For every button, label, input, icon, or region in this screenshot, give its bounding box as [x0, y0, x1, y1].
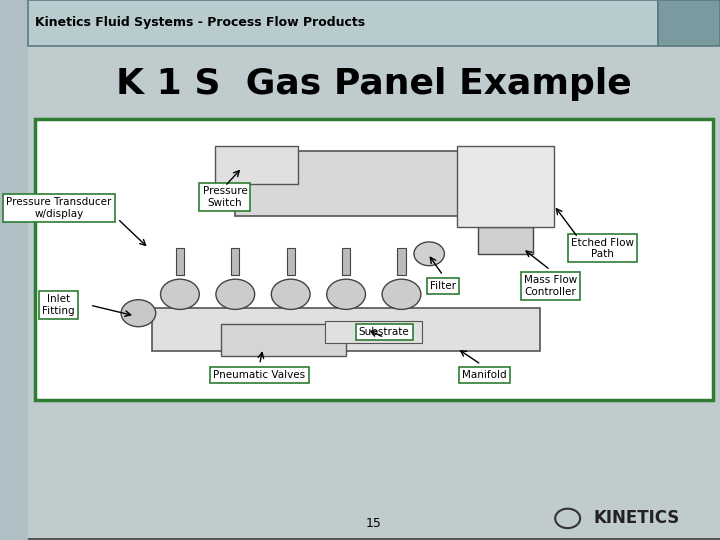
Bar — [176, 248, 184, 275]
Bar — [222, 324, 346, 356]
Text: Filter: Filter — [430, 281, 456, 291]
Bar — [457, 146, 554, 227]
Bar — [657, 0, 720, 46]
Text: Pneumatic Valves: Pneumatic Valves — [213, 370, 305, 380]
Text: Pressure
Switch: Pressure Switch — [202, 186, 247, 208]
Bar — [27, 0, 657, 46]
Bar — [397, 248, 405, 275]
Circle shape — [327, 279, 366, 309]
Text: Etched Flow
Path: Etched Flow Path — [571, 238, 634, 259]
Circle shape — [382, 279, 421, 309]
Bar — [477, 227, 533, 254]
Text: Pressure Transducer
w/display: Pressure Transducer w/display — [6, 197, 112, 219]
Bar — [35, 119, 713, 400]
Text: Manifold: Manifold — [462, 370, 507, 380]
Text: K 1 S  Gas Panel Example: K 1 S Gas Panel Example — [116, 67, 631, 100]
Bar — [235, 151, 477, 216]
Text: 15: 15 — [366, 517, 382, 530]
Bar — [152, 308, 540, 351]
Bar — [342, 248, 350, 275]
Bar — [215, 146, 297, 184]
Circle shape — [121, 300, 156, 327]
Text: Kinetics Fluid Systems - Process Flow Products: Kinetics Fluid Systems - Process Flow Pr… — [35, 16, 364, 29]
Circle shape — [271, 279, 310, 309]
Circle shape — [216, 279, 255, 309]
Text: KINETICS: KINETICS — [594, 509, 680, 528]
Circle shape — [414, 242, 444, 266]
Text: Inlet
Fitting: Inlet Fitting — [42, 294, 75, 316]
Circle shape — [161, 279, 199, 309]
Bar — [231, 248, 240, 275]
Text: Substrate: Substrate — [359, 327, 410, 337]
Bar — [325, 321, 422, 343]
Bar — [287, 248, 295, 275]
Bar — [27, 538, 720, 540]
Bar — [477, 189, 533, 216]
Text: Mass Flow
Controller: Mass Flow Controller — [523, 275, 577, 297]
